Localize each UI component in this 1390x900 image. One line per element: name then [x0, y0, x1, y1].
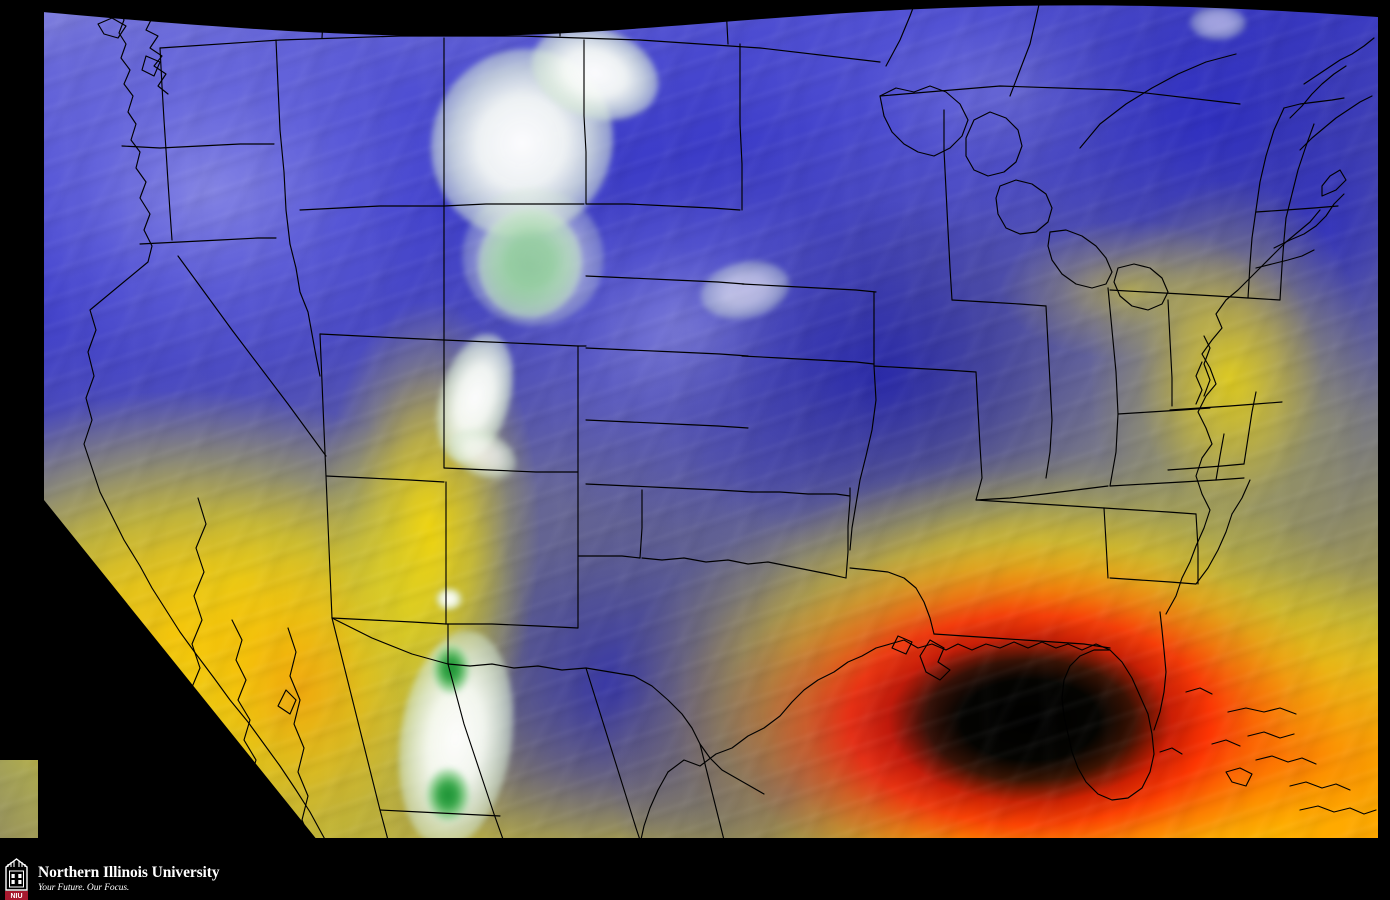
university-tagline: Your Future. Our Focus.: [38, 883, 130, 893]
university-name: Northern Illinois University: [38, 864, 220, 881]
niu-wordmark: Northern Illinois University Your Future…: [38, 864, 220, 894]
small-storm-west-texas: [436, 588, 462, 610]
cloud-patch-quebec: [1190, 6, 1246, 40]
water-vapor-field: [0, 0, 1390, 856]
convection-northern-mexico-north: [432, 644, 470, 694]
niu-logo[interactable]: NIU Northern Illinois University Your Fu…: [4, 858, 274, 900]
niu-tower-icon: NIU: [4, 858, 29, 900]
satellite-image-panel[interactable]: [0, 0, 1390, 856]
niu-mark-label: NIU: [10, 893, 22, 900]
convection-northern-mexico-south: [426, 768, 470, 822]
jet-streak-striations-tertiary: [0, 0, 1390, 856]
footer-bar: NIU Northern Illinois University Your Fu…: [0, 856, 1390, 900]
